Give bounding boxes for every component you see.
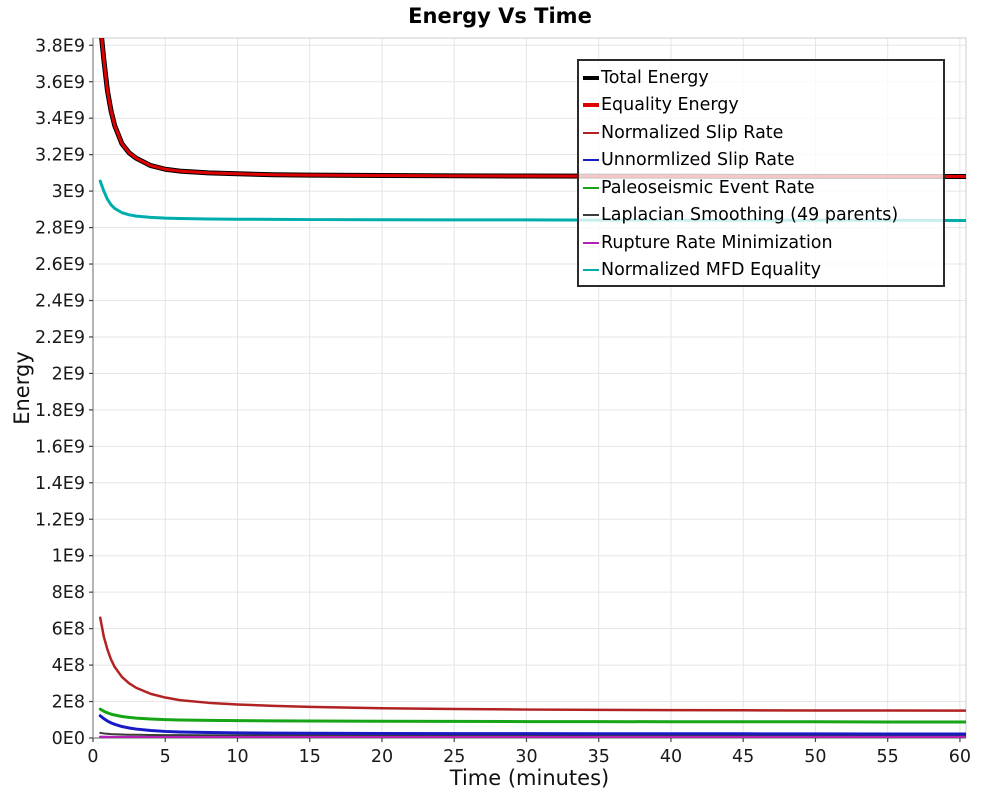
y-tick-label: 4E8 <box>52 656 85 676</box>
x-tick-label: 55 <box>877 747 899 767</box>
y-tick-label: 1.6E9 <box>35 437 85 457</box>
y-tick-label: 3.8E9 <box>35 36 85 56</box>
legend-swatch-line <box>583 131 599 134</box>
series-line-unnormlized-slip-rate <box>98 714 966 736</box>
legend-swatch-line <box>583 186 599 189</box>
y-tick-label: 2E9 <box>52 364 85 384</box>
legend-item-label: Normalized MFD Equality <box>601 260 821 281</box>
x-tick-label: 10 <box>226 747 248 767</box>
y-tick-label: 0E0 <box>52 729 85 749</box>
legend-item-label: Paleoseismic Event Rate <box>601 177 815 198</box>
y-tick-label: 3E9 <box>52 182 85 202</box>
x-tick-label: 30 <box>515 747 537 767</box>
x-tick-label: 35 <box>588 747 610 767</box>
y-tick-label: 2.6E9 <box>35 255 85 275</box>
y-tick-label: 1.8E9 <box>35 401 85 421</box>
legend-item: Normalized MFD Equality <box>583 257 943 285</box>
legend-swatch-line <box>583 103 599 108</box>
legend-item-label: Rupture Rate Minimization <box>601 232 833 253</box>
legend-item-label: Unnormlized Slip Rate <box>601 150 795 171</box>
y-axis-label: Energy <box>10 351 34 425</box>
legend-item: Rupture Rate Minimization <box>583 229 943 257</box>
series-line-laplacian-smoothing-49-parents <box>99 731 966 737</box>
legend-swatch-line <box>583 75 599 80</box>
legend-box: Total Energy Equality Energy Normalized Sl… <box>577 59 945 287</box>
y-tick-label: 1E9 <box>52 547 85 567</box>
x-axis-label: Time (minutes) <box>449 766 610 790</box>
x-tick-label: 15 <box>299 747 321 767</box>
y-tick-label: 6E8 <box>52 620 85 640</box>
series-line-paleoseismic-event-rate <box>98 707 966 724</box>
legend-item-label: Equality Energy <box>601 95 739 116</box>
legend-swatch-line <box>583 214 599 217</box>
y-tick-label: 3.2E9 <box>35 146 85 166</box>
legend-item: Paleoseismic Event Rate <box>583 174 943 202</box>
y-tick-label: 2.4E9 <box>35 292 85 312</box>
legend-item-label: Total Energy <box>601 67 709 88</box>
series-line-normalized-slip-rate <box>98 616 966 712</box>
y-tick-label: 2.2E9 <box>35 328 85 348</box>
y-tick-label: 8E8 <box>52 583 85 603</box>
chart-title: Energy Vs Time <box>408 4 592 28</box>
legend-item: Equality Energy <box>583 92 943 120</box>
x-tick-label: 45 <box>732 747 754 767</box>
x-tick-label: 0 <box>87 747 98 767</box>
legend-item: Unnormlized Slip Rate <box>583 147 943 175</box>
x-tick-label: 5 <box>160 747 171 767</box>
legend-item: Laplacian Smoothing (49 parents) <box>583 202 943 230</box>
y-tick-label: 1.2E9 <box>35 510 85 530</box>
x-tick-label: 50 <box>804 747 826 767</box>
legend-swatch-line <box>583 241 599 244</box>
y-tick-label: 3.6E9 <box>35 73 85 93</box>
legend-item-label: Normalized Slip Rate <box>601 122 784 143</box>
x-tick-label: 60 <box>949 747 971 767</box>
legend-item: Normalized Slip Rate <box>583 119 943 147</box>
x-tick-label: 40 <box>660 747 682 767</box>
x-tick-label: 20 <box>371 747 393 767</box>
tick-marks: 0 5 10 15 20 25 30 35 40 45 50 55 60 0E0 2E8 4E8 6E8 8E8 1… <box>35 36 971 767</box>
y-tick-label: 2E8 <box>52 693 85 713</box>
y-tick-label: 1.4E9 <box>35 474 85 494</box>
legend-swatch-line <box>583 159 599 162</box>
y-tick-label: 3.4E9 <box>35 109 85 129</box>
legend-swatch-line <box>583 269 599 272</box>
y-tick-label: 2.8E9 <box>35 219 85 239</box>
legend-item: Total Energy <box>583 64 943 92</box>
x-tick-label: 25 <box>443 747 465 767</box>
legend-item-label: Laplacian Smoothing (49 parents) <box>601 205 899 226</box>
